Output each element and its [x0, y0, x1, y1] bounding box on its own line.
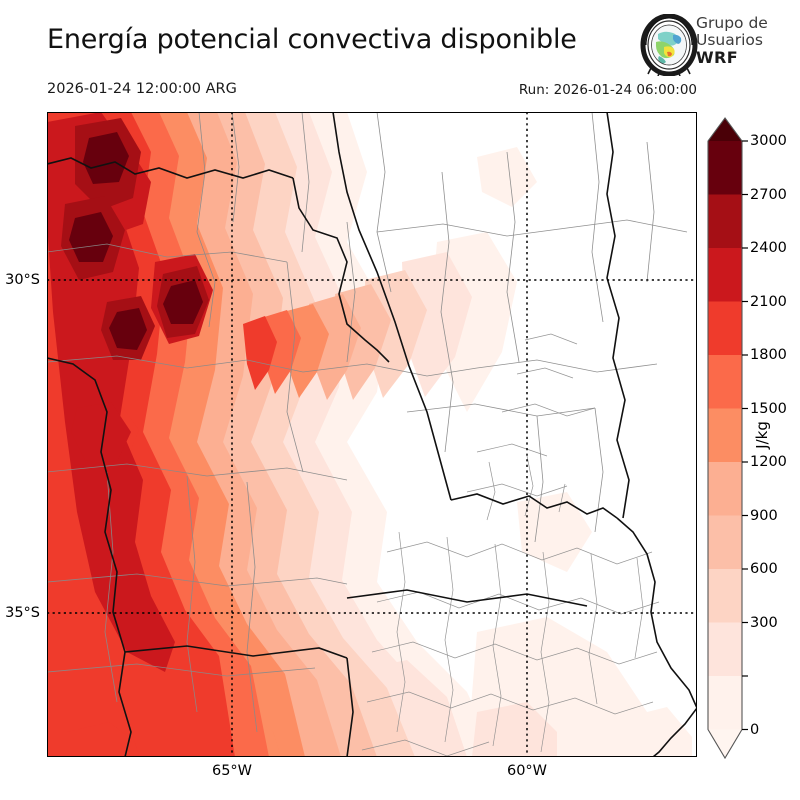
colorbar-tick-1500: 1500	[750, 400, 787, 417]
graticule-gridlines	[48, 113, 696, 756]
colorbar-tick-1800: 1800	[750, 347, 787, 363]
page-title: Energía potencial convectiva disponible	[47, 24, 577, 55]
partidos-boundaries	[361, 333, 660, 756]
cape-band-above-3000	[69, 132, 203, 350]
department-boundaries	[48, 113, 688, 733]
x-tick-label-60W: 60°W	[506, 763, 548, 779]
country-borders	[48, 113, 696, 756]
colorbar-over-arrow	[708, 118, 742, 141]
colorbar-svg	[707, 117, 748, 760]
wrf-globe-emblem-icon	[640, 13, 698, 77]
colorbar-tick-3000: 3000	[750, 133, 787, 149]
colorbar-tick-0: 0	[750, 721, 760, 738]
colorbar-under-arrow	[708, 729, 742, 758]
colorbar-tick-2400: 2400	[750, 240, 787, 256]
colorbar-tick-300: 300	[750, 614, 778, 631]
colorbar-tick-2100: 2100	[750, 293, 787, 310]
logo-line-3: WRF	[696, 48, 739, 67]
logo-line-1: Grupo de	[696, 14, 768, 32]
colorbar[interactable]: 3000 2700 2400 2100 1800 1500 1200 900 6…	[707, 117, 787, 760]
valid-time-label: 2026-01-24 12:00:00 ARG	[47, 81, 237, 97]
colorbar-tick-1200: 1200	[750, 454, 787, 470]
logo-line-2: Usuarios	[696, 31, 763, 49]
colorbar-tick-900: 900	[750, 507, 778, 524]
cape-field-svg	[48, 113, 696, 756]
colorbar-tick-600: 600	[750, 561, 778, 577]
y-tick-label-30S: 30°S	[5, 272, 40, 288]
colorbar-unit-label: J/kg	[753, 421, 771, 449]
x-tick-label-65W: 65°W	[211, 763, 253, 779]
y-tick-label-35S: 35°S	[5, 605, 40, 621]
model-run-label: Run: 2026-01-24 06:00:00	[518, 82, 697, 98]
logo-text: Grupo de Usuarios WRF	[696, 14, 768, 67]
colorbar-tick-2700: 2700	[750, 186, 787, 203]
map-plot-area[interactable]	[47, 112, 697, 757]
wrf-user-group-logo: Grupo de Usuarios WRF	[640, 13, 790, 77]
